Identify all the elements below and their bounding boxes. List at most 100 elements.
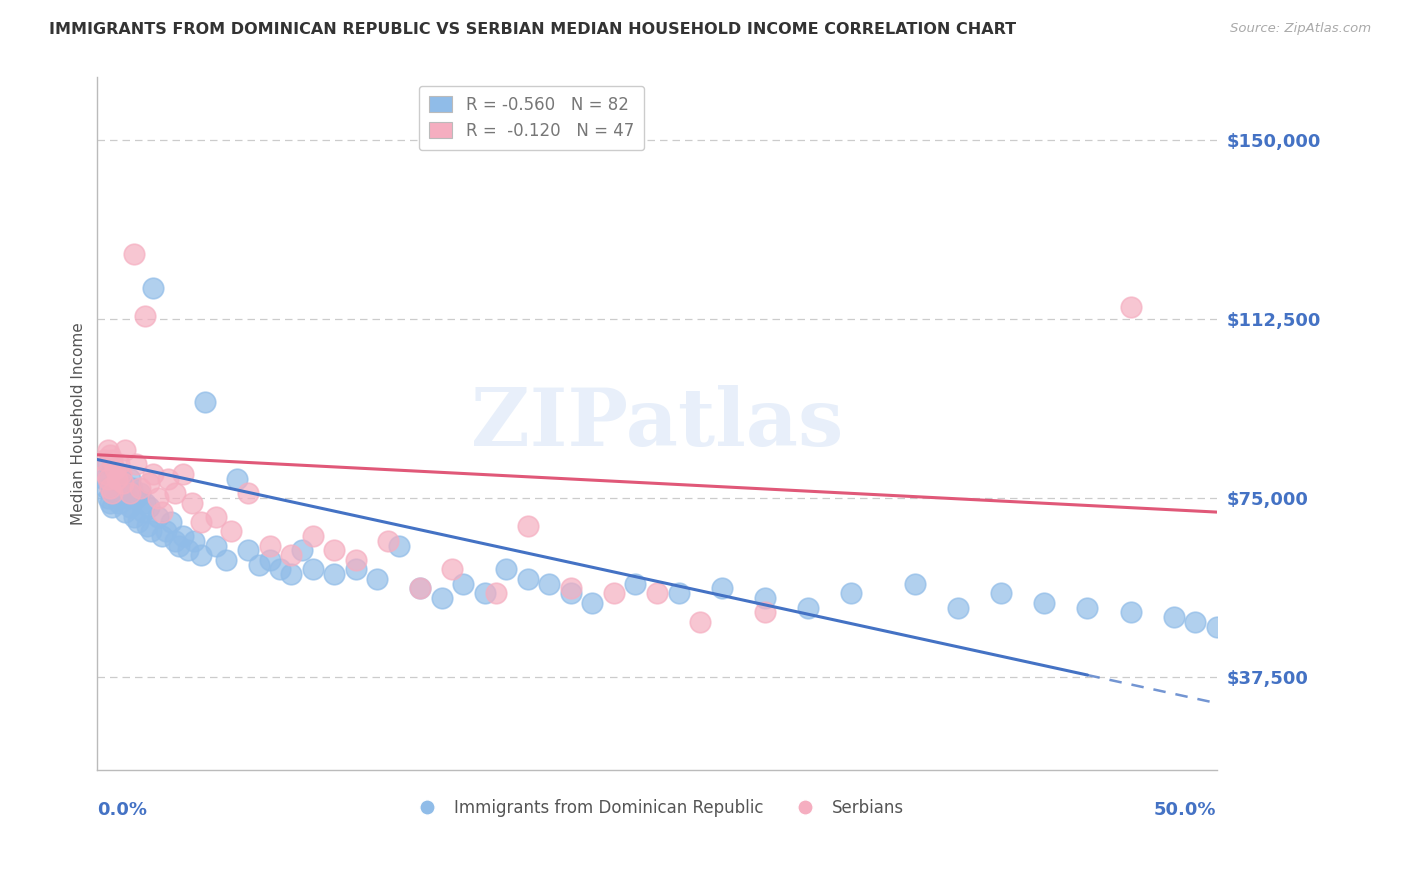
Point	[484, 586, 506, 600]
Point	[430, 591, 453, 605]
Point	[118, 472, 141, 486]
Text: 50.0%: 50.0%	[1154, 801, 1216, 819]
Point	[560, 582, 582, 596]
Point	[129, 486, 152, 500]
Point	[93, 472, 115, 486]
Point	[97, 442, 120, 457]
Point	[183, 533, 205, 548]
Point	[377, 533, 399, 548]
Point	[150, 529, 173, 543]
Point	[167, 539, 190, 553]
Point	[118, 486, 141, 500]
Point	[689, 615, 711, 629]
Point	[190, 548, 212, 562]
Point	[948, 600, 970, 615]
Point	[105, 472, 128, 486]
Point	[291, 543, 314, 558]
Point	[97, 491, 120, 505]
Point	[129, 481, 152, 495]
Point	[226, 472, 249, 486]
Point	[904, 576, 927, 591]
Point	[495, 562, 517, 576]
Point	[668, 586, 690, 600]
Point	[323, 543, 346, 558]
Point	[122, 247, 145, 261]
Point	[181, 495, 204, 509]
Point	[177, 543, 200, 558]
Point	[125, 491, 148, 505]
Point	[127, 515, 149, 529]
Point	[93, 452, 115, 467]
Point	[259, 553, 281, 567]
Point	[1249, 629, 1271, 643]
Point	[163, 533, 186, 548]
Point	[280, 548, 302, 562]
Point	[134, 495, 156, 509]
Legend: Immigrants from Dominican Republic, Serbians: Immigrants from Dominican Republic, Serb…	[404, 793, 910, 824]
Point	[155, 524, 177, 538]
Point	[194, 395, 217, 409]
Point	[172, 529, 194, 543]
Point	[98, 467, 121, 481]
Point	[204, 509, 226, 524]
Point	[110, 467, 132, 481]
Point	[344, 562, 367, 576]
Point	[172, 467, 194, 481]
Point	[98, 495, 121, 509]
Point	[754, 591, 776, 605]
Point	[159, 515, 181, 529]
Point	[103, 476, 125, 491]
Point	[269, 562, 291, 576]
Point	[138, 476, 160, 491]
Point	[839, 586, 862, 600]
Point	[163, 486, 186, 500]
Point	[280, 567, 302, 582]
Point	[219, 524, 242, 538]
Point	[344, 553, 367, 567]
Point	[388, 539, 411, 553]
Point	[97, 472, 120, 486]
Point	[190, 515, 212, 529]
Point	[122, 509, 145, 524]
Point	[142, 280, 165, 294]
Point	[112, 476, 135, 491]
Point	[1076, 600, 1098, 615]
Point	[259, 539, 281, 553]
Text: IMMIGRANTS FROM DOMINICAN REPUBLIC VS SERBIAN MEDIAN HOUSEHOLD INCOME CORRELATIO: IMMIGRANTS FROM DOMINICAN REPUBLIC VS SE…	[49, 22, 1017, 37]
Point	[146, 509, 169, 524]
Point	[135, 519, 157, 533]
Point	[141, 524, 163, 538]
Point	[1184, 615, 1206, 629]
Point	[560, 586, 582, 600]
Point	[101, 452, 124, 467]
Point	[157, 472, 180, 486]
Point	[114, 505, 136, 519]
Point	[710, 582, 733, 596]
Point	[1119, 606, 1142, 620]
Point	[215, 553, 238, 567]
Point	[1205, 620, 1227, 634]
Point	[754, 606, 776, 620]
Point	[409, 582, 432, 596]
Point	[131, 505, 153, 519]
Point	[301, 562, 323, 576]
Point	[581, 596, 603, 610]
Point	[98, 448, 121, 462]
Point	[1227, 624, 1250, 639]
Point	[105, 486, 128, 500]
Point	[1119, 300, 1142, 314]
Point	[114, 442, 136, 457]
Point	[796, 600, 818, 615]
Point	[516, 519, 538, 533]
Point	[624, 576, 647, 591]
Point	[146, 491, 169, 505]
Point	[645, 586, 668, 600]
Point	[150, 505, 173, 519]
Point	[247, 558, 270, 572]
Point	[142, 467, 165, 481]
Point	[101, 472, 124, 486]
Point	[94, 481, 117, 495]
Point	[108, 495, 131, 509]
Point	[441, 562, 464, 576]
Point	[323, 567, 346, 582]
